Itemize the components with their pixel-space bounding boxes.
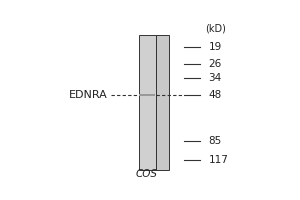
Text: 48: 48 <box>208 90 222 100</box>
Text: 19: 19 <box>208 42 222 52</box>
Text: 85: 85 <box>208 136 222 146</box>
Bar <box>139 94 155 96</box>
Bar <box>156 35 169 170</box>
Bar <box>139 35 156 170</box>
Text: COS: COS <box>136 169 158 179</box>
Text: (kD): (kD) <box>205 24 226 34</box>
Text: 34: 34 <box>208 73 222 83</box>
Text: EDNRA: EDNRA <box>68 90 107 100</box>
Text: 117: 117 <box>208 155 228 165</box>
Text: 26: 26 <box>208 59 222 69</box>
